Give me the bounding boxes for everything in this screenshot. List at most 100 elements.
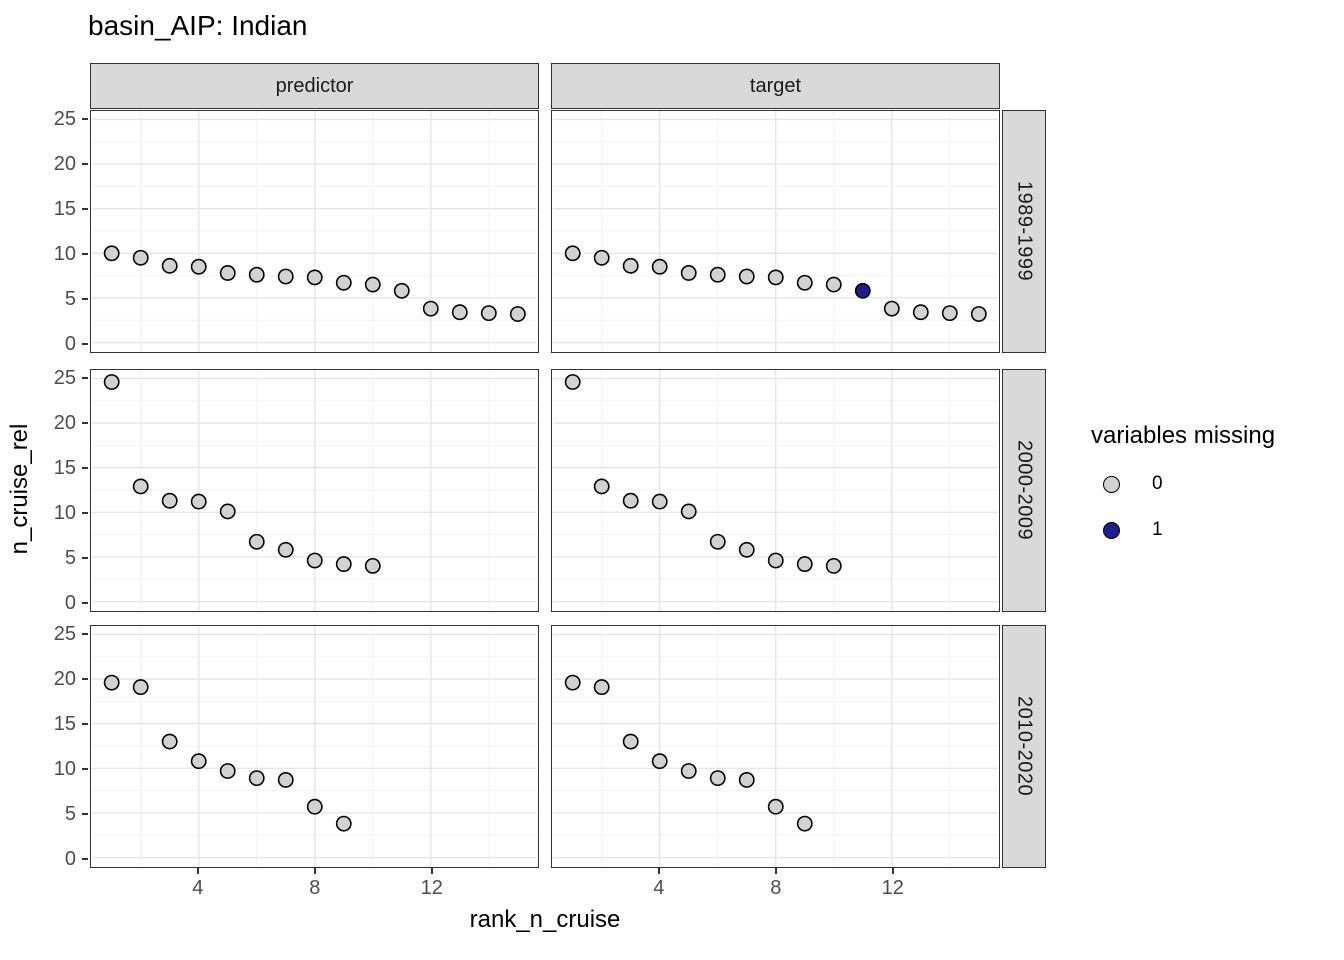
data-point <box>622 733 639 750</box>
x-axis-tick-mark <box>891 868 894 874</box>
data-point <box>451 304 468 321</box>
x-axis-tick-mark <box>657 868 660 874</box>
data-point <box>277 541 294 558</box>
data-point <box>796 556 813 573</box>
data-point <box>796 274 813 291</box>
y-axis-tick-label: 10 <box>53 242 76 265</box>
data-point <box>651 258 668 275</box>
data-point <box>480 305 497 322</box>
facet-strip-period-1989-1999: 1989-1999 <box>1002 110 1046 353</box>
facet-strip-target-label: target <box>749 74 802 97</box>
data-point <box>709 266 726 283</box>
y-axis-tick-mark <box>82 632 88 635</box>
y-axis-tick-label: 5 <box>64 287 76 310</box>
x-axis-tick-label: 8 <box>770 877 782 899</box>
data-point <box>335 556 352 573</box>
x-axis-tick-label: 12 <box>420 877 443 899</box>
facet-strip-predictor-label: predictor <box>275 74 354 97</box>
legend-key-circle-navy <box>1103 521 1120 539</box>
data-point <box>509 306 526 322</box>
data-point <box>564 674 581 691</box>
data-point <box>132 679 149 696</box>
data-point <box>132 249 149 266</box>
legend-key-circle-grey <box>1103 475 1120 493</box>
data-point <box>796 815 813 832</box>
y-axis-tick-label: 20 <box>53 411 76 434</box>
x-axis-tick-mark <box>430 868 433 874</box>
x-axis-tick-mark <box>196 868 199 874</box>
data-point <box>306 798 323 815</box>
facet-strip-predictor: predictor <box>90 63 539 109</box>
y-axis-tick-mark <box>82 857 88 860</box>
y-axis-tick-mark <box>82 677 88 680</box>
data-point <box>622 492 639 509</box>
data-point <box>854 282 871 299</box>
data-point <box>738 268 755 285</box>
y-axis-tick-mark <box>82 767 88 770</box>
data-point <box>364 557 381 574</box>
y-axis-tick-label: 25 <box>53 622 76 645</box>
data-point <box>593 679 610 696</box>
y-axis-tick-label: 20 <box>53 667 76 690</box>
data-point <box>277 771 294 788</box>
legend-item-1-label: 1 <box>1152 519 1163 540</box>
data-point <box>709 533 726 550</box>
y-axis-tick-mark <box>82 162 88 165</box>
data-point <box>248 533 265 550</box>
data-point <box>161 492 178 509</box>
data-point <box>767 798 784 815</box>
facet-strip-period-2000-2009-label: 2000-2009 <box>1013 440 1036 541</box>
panel-predictor-1989-1999 <box>90 110 539 353</box>
data-point <box>564 374 581 390</box>
data-point <box>103 674 120 691</box>
panel-plot-area <box>91 370 538 611</box>
legend-item-1: 1 <box>1091 514 1275 546</box>
y-axis-tick-mark <box>82 421 88 424</box>
panel-target-1989-1999 <box>551 110 1000 353</box>
data-point <box>883 300 900 317</box>
y-axis-tick-label: 15 <box>53 456 76 479</box>
y-axis-tick-label: 20 <box>53 152 76 175</box>
y-axis-tick-label: 0 <box>64 591 76 614</box>
data-point <box>393 282 410 299</box>
data-point <box>767 269 784 286</box>
x-axis-tick-label: 12 <box>881 877 904 899</box>
panel-plot-area <box>552 111 999 352</box>
data-point <box>709 770 726 787</box>
y-axis-tick-label: 5 <box>64 546 76 569</box>
facet-strip-period-1989-1999-label: 1989-1999 <box>1013 181 1036 282</box>
data-point <box>593 478 610 495</box>
data-point <box>593 249 610 266</box>
x-axis-tick-mark <box>313 868 316 874</box>
y-axis-tick-mark <box>82 342 88 345</box>
y-axis-tick-mark <box>82 511 88 514</box>
y-axis-tick-mark <box>82 376 88 379</box>
data-point <box>422 300 439 317</box>
data-point <box>364 276 381 293</box>
legend-title: variables missing <box>1091 422 1276 449</box>
facet-strip-period-2010-2020-label: 2010-2020 <box>1013 696 1036 797</box>
data-point <box>103 374 120 390</box>
data-point <box>219 265 236 281</box>
panel-predictor-2000-2009 <box>90 369 539 612</box>
y-axis-tick-mark <box>82 601 88 604</box>
facet-strip-period-2000-2009: 2000-2009 <box>1002 369 1046 612</box>
y-axis-tick-label: 0 <box>64 332 76 355</box>
data-point <box>738 541 755 558</box>
data-point <box>680 265 697 281</box>
data-point <box>306 269 323 286</box>
data-point <box>132 478 149 495</box>
data-point <box>161 257 178 274</box>
data-point <box>335 274 352 291</box>
data-point <box>564 245 581 262</box>
panel-target-2000-2009 <box>551 369 1000 612</box>
data-point <box>161 733 178 750</box>
y-axis-tick-mark <box>82 722 88 725</box>
y-axis-tick-mark <box>82 466 88 469</box>
data-point <box>248 266 265 283</box>
data-point <box>651 493 668 510</box>
facet-strip-period-2010-2020: 2010-2020 <box>1002 625 1046 868</box>
data-point <box>277 268 294 285</box>
x-axis-tick-label: 8 <box>309 877 321 899</box>
